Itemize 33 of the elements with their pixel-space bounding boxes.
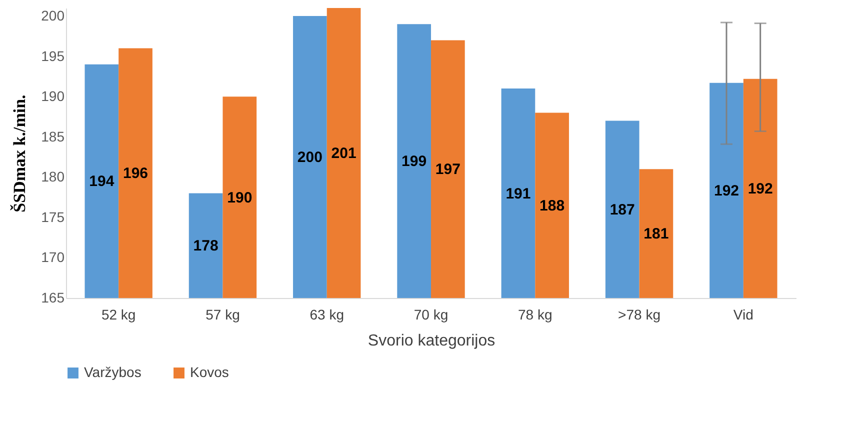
data-label: 199 — [402, 153, 427, 170]
data-label: 200 — [297, 149, 322, 166]
legend-label: Kovos — [190, 364, 229, 380]
data-label: 187 — [610, 201, 635, 218]
x-tick-label: 57 kg — [206, 306, 240, 322]
x-axis-title: Svorio kategorijos — [368, 332, 496, 350]
x-tick-label: >78 kg — [618, 306, 660, 322]
data-label: 201 — [331, 145, 356, 162]
x-tick-label: 52 kg — [101, 306, 136, 322]
legend-label: Varžybos — [84, 364, 142, 380]
data-label: 188 — [540, 197, 565, 214]
data-label: 192 — [748, 180, 773, 198]
x-tick-label: 63 kg — [310, 306, 344, 322]
data-label: 196 — [122, 165, 148, 182]
data-label: 191 — [506, 185, 531, 202]
y-tick-label: 165 — [41, 290, 65, 306]
data-label: 192 — [714, 182, 740, 200]
data-label: 197 — [435, 161, 460, 178]
y-tick-label: 175 — [41, 208, 65, 225]
y-tick-label: 185 — [41, 128, 65, 144]
y-tick-label: 190 — [41, 88, 65, 104]
data-label: 178 — [193, 238, 218, 255]
y-tick-label: 195 — [41, 48, 65, 64]
data-label: 194 — [89, 173, 115, 190]
data-label: 190 — [227, 189, 252, 206]
y-tick-label: 180 — [41, 168, 65, 185]
y-axis-title: ŠSDmax k./min. — [10, 94, 30, 212]
x-tick-label: 70 kg — [414, 306, 448, 322]
y-tick-label: 170 — [41, 249, 65, 266]
x-tick-label: Vid — [733, 306, 754, 322]
y-tick-label: 200 — [41, 8, 65, 24]
x-tick-label: 78 kg — [518, 306, 552, 322]
data-label: 181 — [644, 226, 669, 243]
